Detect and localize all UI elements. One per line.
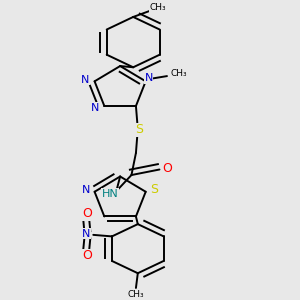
Text: CH₃: CH₃ (128, 290, 144, 299)
Text: N: N (91, 103, 99, 112)
Text: HN: HN (102, 189, 118, 199)
Text: S: S (135, 123, 143, 136)
Text: O: O (82, 207, 92, 220)
Text: CH₃: CH₃ (150, 3, 166, 12)
Text: N: N (82, 229, 90, 239)
Text: O: O (163, 162, 172, 175)
Text: S: S (150, 183, 158, 196)
Text: CH₃: CH₃ (171, 68, 188, 77)
Text: N: N (81, 75, 89, 85)
Text: N: N (145, 73, 153, 83)
Text: N: N (82, 185, 91, 195)
Text: O: O (82, 249, 92, 262)
